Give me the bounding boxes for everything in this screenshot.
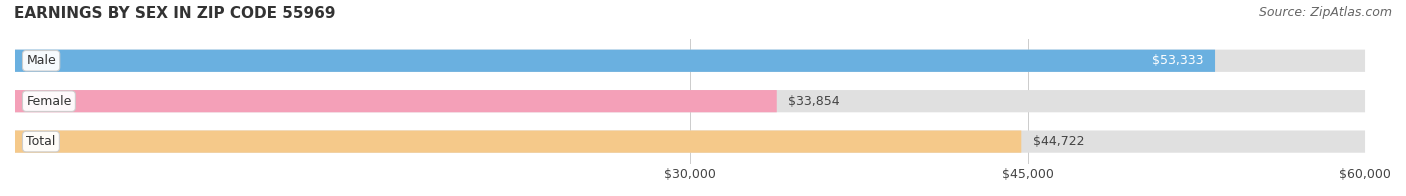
- Text: Source: ZipAtlas.com: Source: ZipAtlas.com: [1258, 6, 1392, 19]
- Text: EARNINGS BY SEX IN ZIP CODE 55969: EARNINGS BY SEX IN ZIP CODE 55969: [14, 6, 336, 21]
- Text: $53,333: $53,333: [1153, 54, 1204, 67]
- Text: $44,722: $44,722: [1032, 135, 1084, 148]
- FancyBboxPatch shape: [15, 50, 1215, 72]
- Text: Female: Female: [27, 95, 72, 108]
- Text: Male: Male: [27, 54, 56, 67]
- FancyBboxPatch shape: [15, 131, 1365, 153]
- Text: Total: Total: [27, 135, 56, 148]
- FancyBboxPatch shape: [15, 90, 1365, 112]
- FancyBboxPatch shape: [15, 90, 776, 112]
- FancyBboxPatch shape: [15, 50, 1365, 72]
- Text: $33,854: $33,854: [787, 95, 839, 108]
- FancyBboxPatch shape: [15, 131, 1021, 153]
